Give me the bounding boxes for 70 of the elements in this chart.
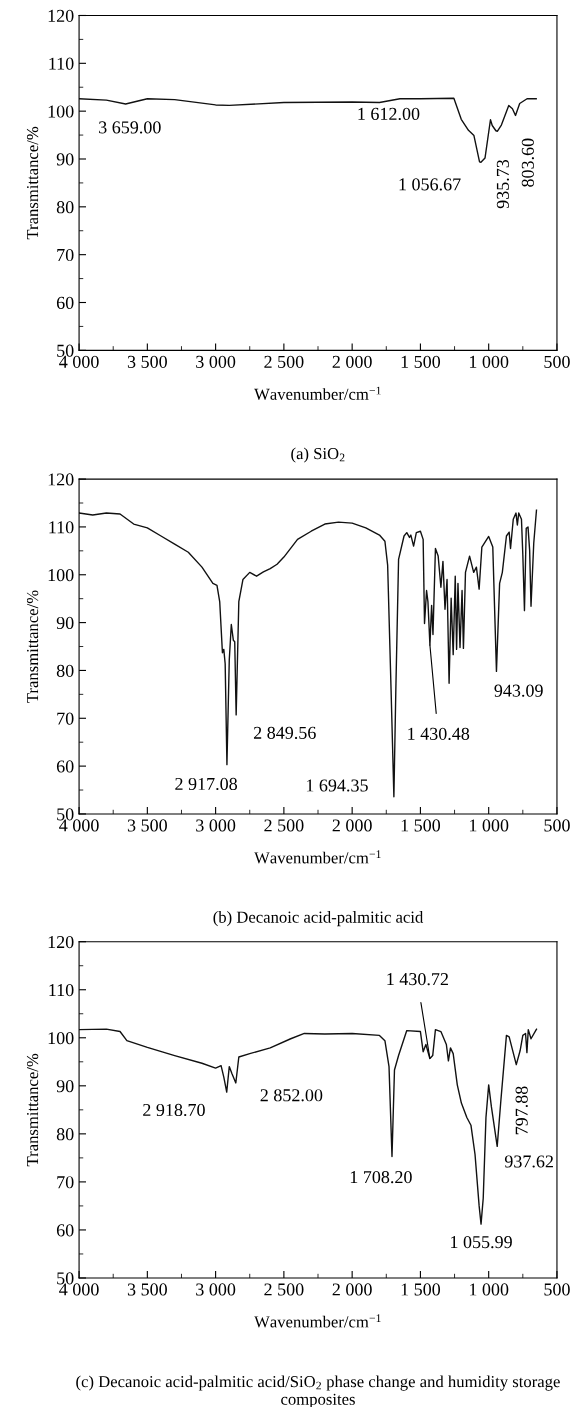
annotation: 803.60 <box>521 138 534 187</box>
y-tick-label: 60 <box>56 296 74 309</box>
annotation: 943.09 <box>494 684 543 697</box>
x-tick-label: 3 000 <box>196 1283 236 1296</box>
x-axis-title: Wavenumber/cm$^{−1}$ <box>254 850 381 864</box>
annotation: 2 918.70 <box>143 1103 205 1117</box>
y-tick-label: 80 <box>56 201 74 214</box>
text: (b) Decanoic acid-palmitic acid <box>213 911 424 927</box>
x-tick-label: 1 500 <box>401 355 441 368</box>
x-tick-label: 3 500 <box>127 1283 167 1296</box>
x-tick-label: 2 000 <box>332 355 372 368</box>
x-tick-label: 3 000 <box>196 819 236 832</box>
annotation: 937.62 <box>504 1155 553 1168</box>
x-axis-title: Wavenumber/cm$^{−1}$ <box>254 1314 381 1328</box>
y-tick-label: 50 <box>57 1272 74 1285</box>
y-axis-title: Transmittance/% <box>26 1053 39 1167</box>
y-tick-label: 50 <box>57 344 74 357</box>
annotation: 1 430.48 <box>408 727 470 740</box>
annotation: 3 659.00 <box>99 121 161 134</box>
x-tick-label: 3 000 <box>196 355 236 368</box>
y-tick-label: 50 <box>57 808 74 821</box>
x-tick-label: 1 000 <box>469 1283 509 1296</box>
y-tick-label: 80 <box>56 1128 74 1141</box>
x-tick-label: 1 500 <box>401 1283 441 1296</box>
x-tick-label: 1 000 <box>469 355 509 368</box>
y-tick-label: 110 <box>49 984 74 997</box>
annotation: 2 917.08 <box>175 777 238 791</box>
x-tick-label: 2 500 <box>264 819 304 832</box>
y-axis-title: Transmittance/% <box>26 590 39 703</box>
x-tick-label: 3 500 <box>127 355 167 368</box>
x-tick-label: 1 000 <box>469 819 509 832</box>
y-tick-label: 90 <box>56 616 74 630</box>
y-tick-label: 60 <box>56 1224 74 1237</box>
annotation: 935.73 <box>496 159 510 209</box>
y-tick-label: 70 <box>57 712 74 725</box>
y-tick-label: 100 <box>48 105 74 118</box>
y-tick-label: 120 <box>48 9 74 22</box>
y-tick-label: 90 <box>56 153 74 166</box>
y-tick-label: 70 <box>57 248 74 262</box>
annotation: 1 694.35 <box>306 779 368 792</box>
y-tick-label: 120 <box>48 935 74 949</box>
y-tick-label: 100 <box>48 569 74 582</box>
y-tick-label: 80 <box>56 664 74 677</box>
annotation: 2 852.00 <box>260 1089 323 1102</box>
x-tick-label: 2 000 <box>332 819 372 832</box>
x-tick-label: 2 500 <box>264 355 304 368</box>
y-tick-label: 90 <box>56 1080 74 1093</box>
y-tick-label: 110 <box>49 521 74 534</box>
x-axis-title: Wavenumber/cm$^{−1}$ <box>254 386 381 400</box>
x-tick-label: 2 000 <box>332 1283 372 1296</box>
y-axis-title: Transmittance/% <box>26 126 39 240</box>
y-tick-label: 120 <box>48 473 74 486</box>
annotation: 2 849.56 <box>253 726 316 739</box>
annotation: 1 056.67 <box>399 178 461 191</box>
annotation: 1 708.20 <box>350 1171 412 1184</box>
x-tick-label: 500 <box>544 819 570 832</box>
annotation: 1 430.72 <box>387 973 448 986</box>
y-tick-label: 110 <box>49 57 74 70</box>
x-tick-label: 2 500 <box>264 1283 304 1296</box>
y-tick-label: 100 <box>48 1032 74 1045</box>
x-tick-label: 500 <box>544 355 570 368</box>
x-tick-label: 1 500 <box>401 819 441 832</box>
y-tick-label: 70 <box>57 1176 74 1189</box>
x-tick-label: 500 <box>544 1283 570 1296</box>
x-tick-label: 3 500 <box>127 819 167 832</box>
text: (a) SiO$_{2}$ <box>291 447 345 463</box>
annotation: 1 612.00 <box>358 107 420 121</box>
y-tick-label: 60 <box>56 760 74 773</box>
annotation: 797.88 <box>515 1086 528 1135</box>
annotation: 1 055.99 <box>451 1235 512 1249</box>
